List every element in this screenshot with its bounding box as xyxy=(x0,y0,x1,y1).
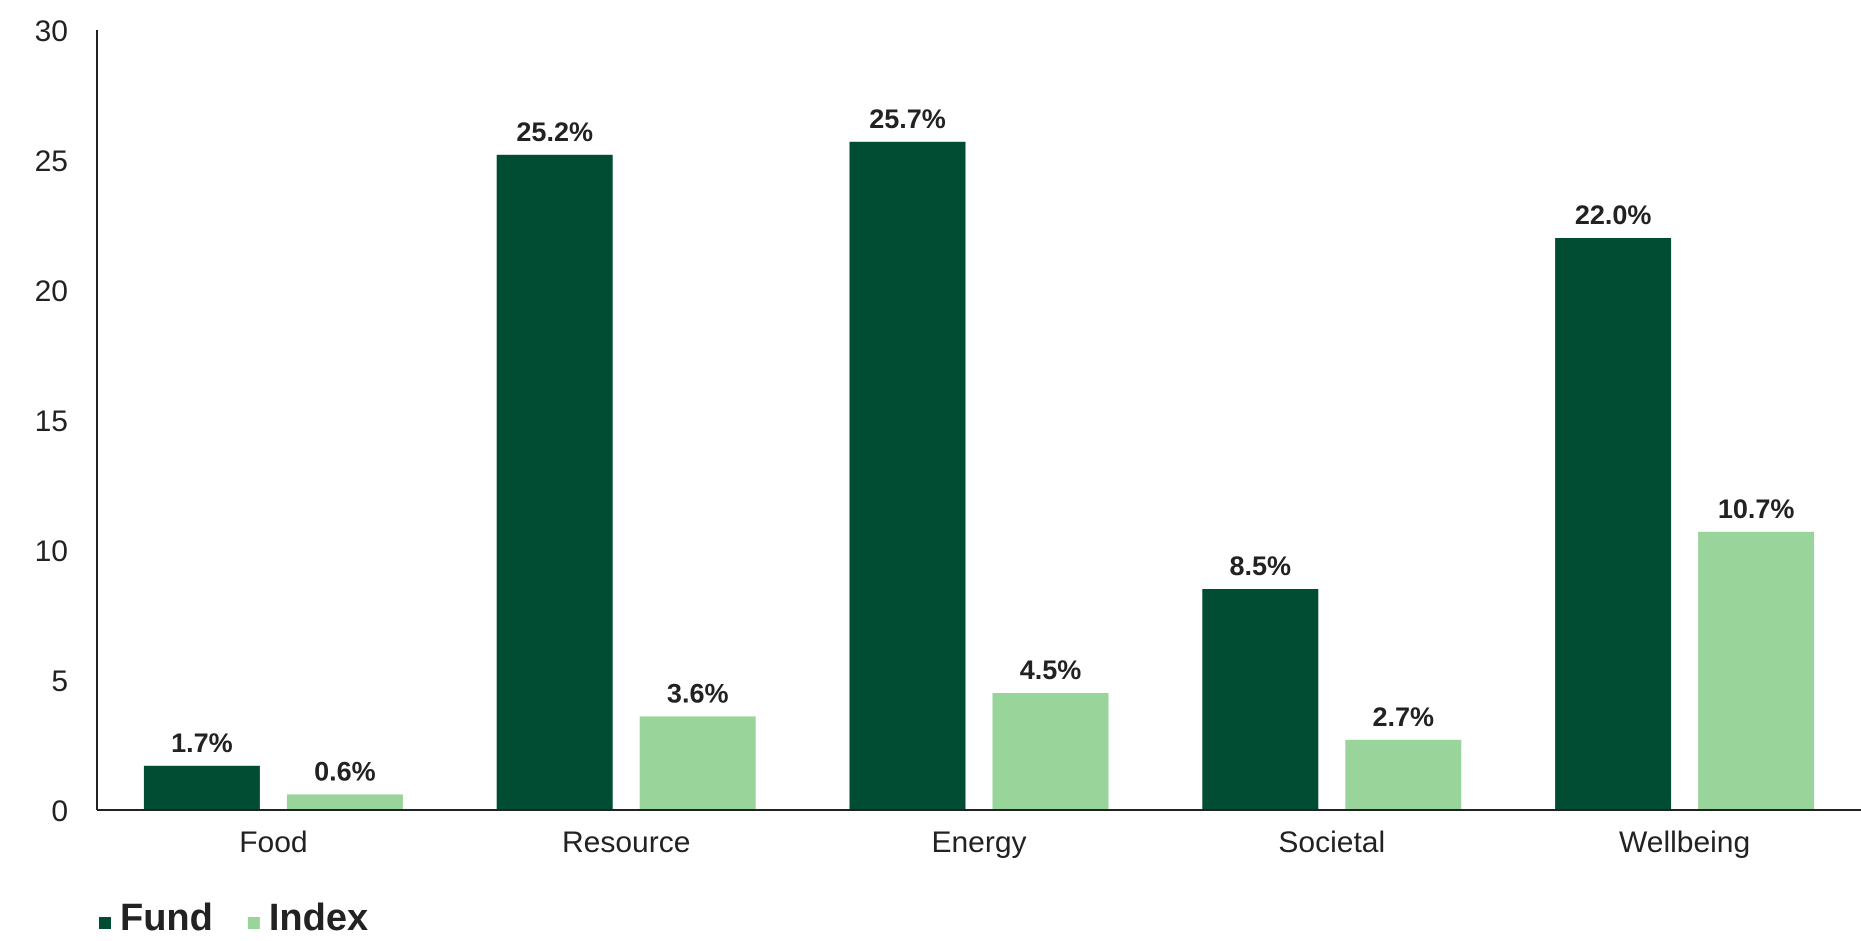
data-label-index-resource: 3.6% xyxy=(667,678,729,708)
bar-marks xyxy=(143,141,1815,811)
x-category-label-resource: Resource xyxy=(562,826,690,859)
y-tick-label: 15 xyxy=(35,405,68,438)
data-label-fund-energy: 25.7% xyxy=(869,104,946,134)
bar-fund-resource xyxy=(496,154,613,811)
data-label-index-wellbeing: 10.7% xyxy=(1718,494,1795,524)
data-label-index-food: 0.6% xyxy=(314,756,376,786)
data-label-fund-food: 1.7% xyxy=(171,728,233,758)
bar-index-energy xyxy=(992,693,1109,810)
y-tick-label: 20 xyxy=(35,275,68,308)
legend-swatch-index xyxy=(247,917,260,929)
y-tick-label: 25 xyxy=(35,145,68,178)
bar-fund-societal xyxy=(1202,589,1319,810)
x-axis-categories: Food Resource Energy Societal Wellbeing xyxy=(239,826,1750,859)
bar-index-food xyxy=(286,794,403,810)
bar-fund-wellbeing xyxy=(1555,238,1672,810)
data-label-fund-societal: 8.5% xyxy=(1230,551,1292,581)
data-labels: 1.7% 0.6% 25.2% 3.6% 25.7% 4.5% 8.5% 2.7% 22.0% 1… xyxy=(171,104,1794,787)
x-category-label-energy: Energy xyxy=(931,826,1026,859)
bar-fund-energy xyxy=(849,141,966,811)
y-tick-label: 0 xyxy=(51,795,68,828)
data-label-fund-resource: 25.2% xyxy=(516,117,593,147)
legend-label-fund: Fund xyxy=(120,897,213,936)
data-label-index-societal: 2.7% xyxy=(1373,702,1435,732)
x-category-label-food: Food xyxy=(239,826,307,859)
data-label-fund-wellbeing: 22.0% xyxy=(1575,200,1652,230)
bar-index-wellbeing xyxy=(1698,531,1815,810)
x-category-label-wellbeing: Wellbeing xyxy=(1619,826,1750,859)
y-tick-label: 30 xyxy=(35,15,68,48)
legend-swatch-fund xyxy=(99,917,111,929)
legend: Fund Index xyxy=(99,897,368,939)
bar-fund-food xyxy=(143,765,260,810)
legend-label-index: Index xyxy=(269,897,368,936)
y-tick-label: 5 xyxy=(51,665,68,698)
y-axis-ticks: 0 5 10 15 20 25 30 xyxy=(35,15,68,828)
x-category-label-societal: Societal xyxy=(1278,826,1385,859)
y-tick-label: 10 xyxy=(35,535,68,568)
data-label-index-energy: 4.5% xyxy=(1020,655,1082,685)
bar-index-resource xyxy=(639,716,756,810)
bar-index-societal xyxy=(1345,739,1462,810)
